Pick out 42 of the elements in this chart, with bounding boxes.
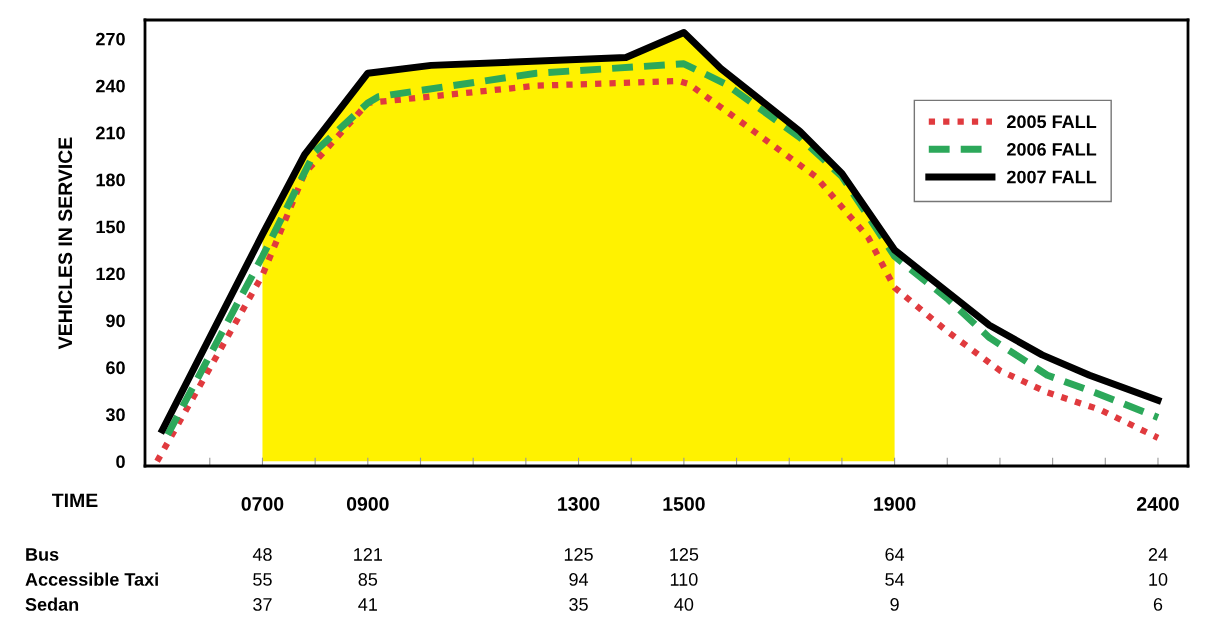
text: 55	[253, 573, 272, 586]
legend-label: 2007 FALL	[1007, 170, 1097, 184]
x-tick-label: 1500	[663, 497, 705, 511]
text: Accessible Taxi	[25, 572, 158, 586]
text: 41	[358, 598, 377, 611]
y-tick-label: 30	[105, 408, 125, 422]
legend-label: 2006 FALL	[1007, 142, 1097, 156]
text: 110	[670, 573, 698, 586]
text: Sedan	[25, 597, 79, 611]
y-tick-label: 180	[96, 173, 125, 187]
text: 54	[885, 573, 905, 586]
legend-label: 2005 FALL	[1007, 115, 1097, 129]
x-tick-label: 0700	[241, 497, 284, 511]
text: 94	[569, 573, 589, 586]
y-tick-label: 60	[106, 361, 125, 375]
text: 64	[885, 548, 905, 561]
x-tick-label: 1300	[558, 497, 600, 511]
y-tick-label: 120	[96, 267, 125, 281]
text: 121	[354, 548, 383, 561]
text: 24	[1148, 548, 1168, 561]
text: 85	[358, 573, 378, 586]
text: 35	[569, 598, 588, 611]
x-tick-label: 0900	[346, 497, 389, 511]
text: Bus	[26, 548, 59, 561]
x-tick-label: 2400	[1137, 497, 1179, 511]
y-tick-label: 0	[116, 455, 125, 469]
text: 40	[674, 598, 694, 611]
text: 125	[670, 548, 699, 561]
y-tick-label: 150	[96, 220, 125, 234]
text: 10	[1149, 573, 1168, 586]
y-tick-label: 270	[96, 32, 125, 46]
text: 48	[252, 548, 272, 561]
text: 37	[253, 598, 272, 611]
text: 9	[890, 598, 899, 611]
y-axis-title: VEHICLES IN SERVICE	[58, 137, 73, 350]
x-axis-title: TIME	[52, 493, 98, 508]
y-tick-label: 90	[106, 314, 125, 328]
text: 6	[1153, 598, 1163, 611]
text: 125	[564, 548, 593, 561]
y-tick-label: 240	[96, 79, 125, 93]
x-tick-label: 1900	[874, 497, 916, 511]
y-tick-label: 210	[96, 126, 125, 140]
